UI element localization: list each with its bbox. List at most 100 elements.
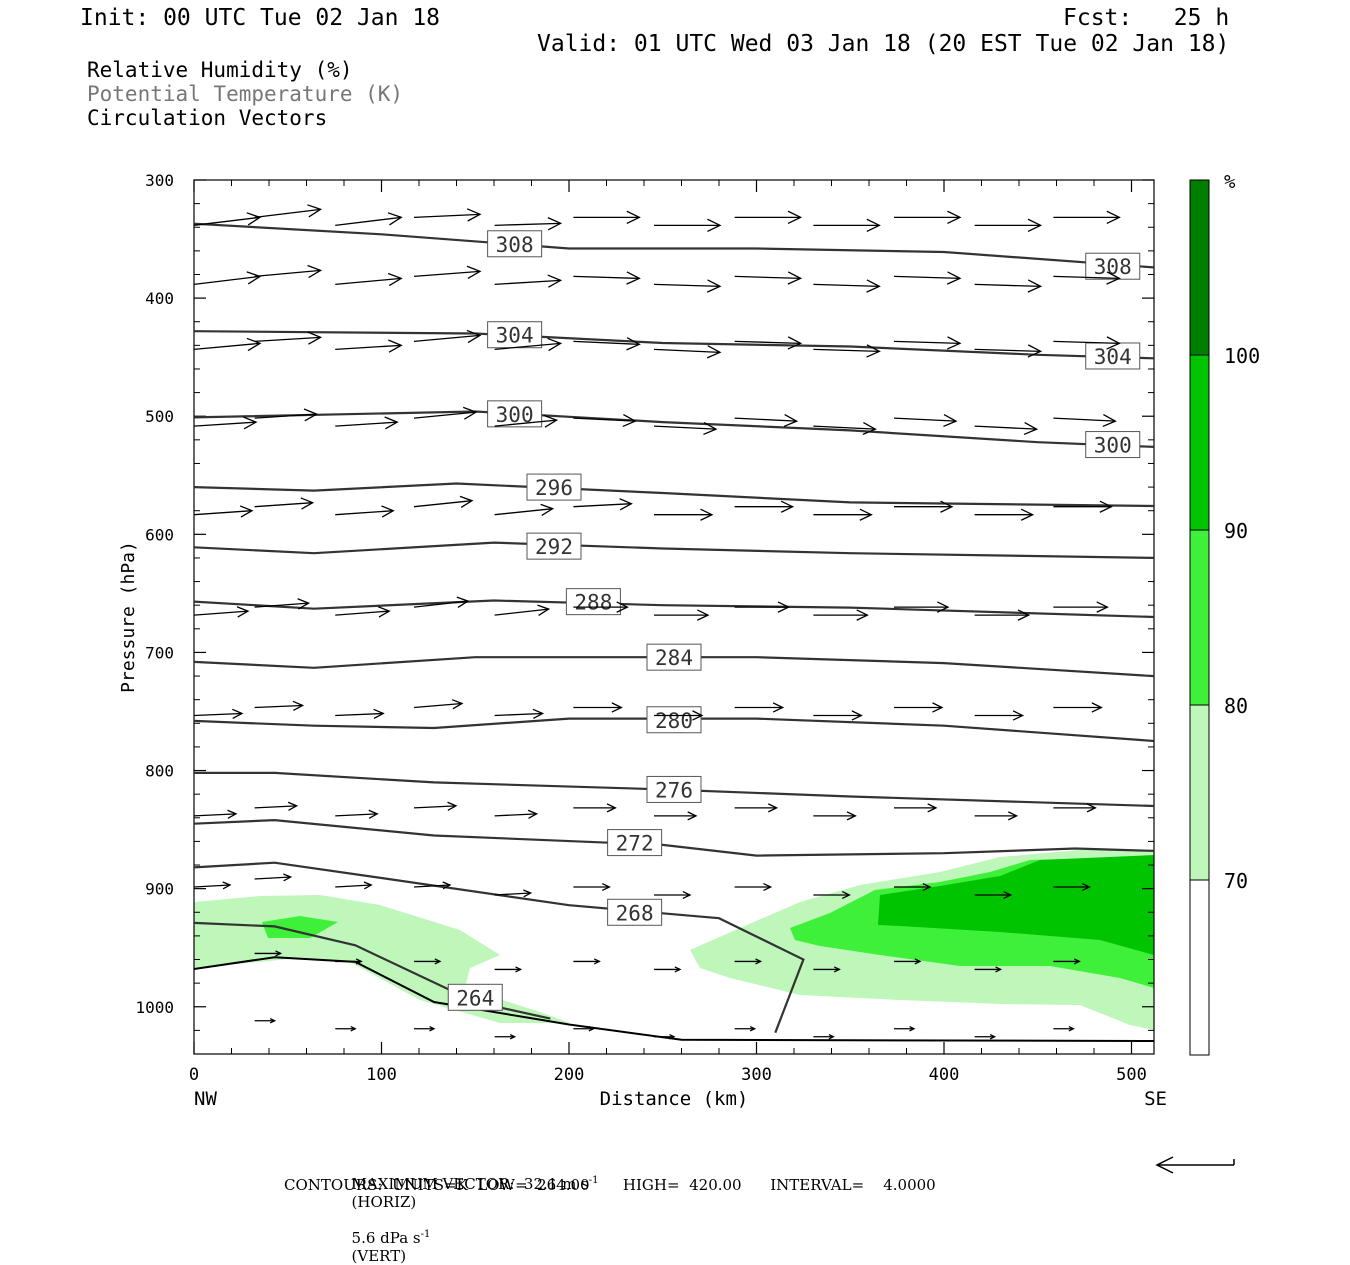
theta-contour-labels: 3083083043043003002962922882842802762722… <box>447 230 1141 1011</box>
circulation-vector-head <box>287 801 299 811</box>
valid-time: Valid: 01 UTC Wed 03 Jan 18 (20 EST Tue … <box>537 31 1230 57</box>
circulation-vector-head <box>937 601 950 613</box>
circulation-vector-head <box>851 710 863 721</box>
circulation-vector-head <box>307 204 323 218</box>
x-tick-label: 300 <box>741 1065 772 1085</box>
circulation-vector <box>494 608 549 616</box>
contour-label-box <box>646 706 702 734</box>
contour-label-284: 284 <box>655 646 693 670</box>
contour-label-box <box>447 983 503 1011</box>
contour-label-308: 308 <box>496 233 534 257</box>
circulation-vector <box>494 279 561 286</box>
circulation-vector <box>413 411 477 419</box>
circulation-vector-head <box>700 508 714 521</box>
circulation-vector-head <box>283 873 293 882</box>
circulation-vector-head <box>780 500 795 513</box>
circulation-vector-head <box>239 505 254 518</box>
circulation-vector-head <box>1012 710 1025 721</box>
circulation-vectors <box>194 204 1121 1040</box>
theta-contour-300 <box>194 410 1154 448</box>
circulation-vector <box>1053 340 1120 345</box>
circulation-vector-head <box>459 495 474 508</box>
circulation-vector-head <box>626 210 641 225</box>
circulation-vector-head <box>547 337 563 352</box>
circulation-vector <box>194 216 261 226</box>
circulation-vector-head <box>466 265 482 279</box>
circulation-vector-head <box>833 966 841 973</box>
circulation-vector-head <box>373 708 385 720</box>
circulation-vector-head <box>387 212 403 226</box>
circulation-vector-head <box>1017 609 1031 621</box>
colorbar-label-70: 70 <box>1224 869 1248 893</box>
circulation-vector-head <box>269 1017 277 1024</box>
footer-max-vector-vert: 5.6 dPa s <box>351 1229 421 1247</box>
circulation-vector-head <box>509 1033 517 1040</box>
circulation-vector <box>974 283 1041 288</box>
circulation-vector <box>335 510 394 516</box>
circulation-vector-head <box>1003 890 1013 900</box>
contour-label-box <box>607 829 663 857</box>
circulation-vector-head <box>292 700 305 712</box>
circulation-vector-head <box>697 609 710 621</box>
circulation-vector-head <box>787 210 803 225</box>
circulation-vector-head <box>706 345 722 359</box>
circulation-vector <box>893 417 957 422</box>
circulation-vector <box>194 610 249 616</box>
circulation-vector-head <box>1106 271 1121 285</box>
circulation-vector-head <box>995 966 1003 973</box>
circulation-vector-head <box>626 271 641 285</box>
contour-label-292: 292 <box>535 535 573 559</box>
circulation-vector-head <box>300 497 315 510</box>
theta-contour-284 <box>194 656 1154 678</box>
circulation-vector-head <box>1073 958 1081 965</box>
x-tick-label: 500 <box>1116 1065 1147 1085</box>
circulation-vector-head <box>703 422 718 436</box>
circulation-vector <box>254 413 317 419</box>
circulation-vector <box>194 884 231 888</box>
circulation-vector-head <box>1086 803 1097 813</box>
field-theta: Potential Temperature (K) <box>87 82 404 106</box>
circulation-vector <box>1053 417 1116 422</box>
y-tick-label: 500 <box>145 407 174 426</box>
y-tick-label: 700 <box>145 643 174 662</box>
circulation-vector-head <box>626 337 641 351</box>
circulation-vector-head <box>434 958 442 965</box>
circulation-vector-head <box>447 801 458 811</box>
circulation-vector-head <box>932 702 944 713</box>
circulation-vector-head <box>297 598 311 610</box>
circulation-vector-head <box>755 958 763 965</box>
circulation-vector <box>413 884 451 888</box>
circulation-vector-head <box>841 890 851 900</box>
circulation-vector-head <box>1099 500 1113 513</box>
circulation-vector-head <box>527 809 539 819</box>
circulation-vector-head <box>275 950 283 957</box>
y-tick-label: 300 <box>145 171 174 190</box>
circulation-vector-head <box>787 336 803 350</box>
circulation-vector <box>813 425 876 430</box>
circulation-vector-head <box>1027 218 1043 233</box>
init-time: Init: 00 UTC Tue 02 Jan 18 <box>80 5 441 31</box>
circulation-vector-head <box>532 708 545 720</box>
circulation-vector-head <box>669 1033 676 1040</box>
circulation-vector <box>194 712 243 717</box>
circulation-vector <box>573 340 640 346</box>
circulation-vector <box>335 712 384 717</box>
circulation-vector <box>813 348 880 353</box>
contour-label-box <box>487 230 543 258</box>
circulation-vector-head <box>692 710 704 721</box>
circulation-vector-head <box>466 208 482 222</box>
circulation-vector-head <box>947 210 962 225</box>
circulation-vector-head <box>1091 702 1103 713</box>
theta-contours <box>194 222 1154 1042</box>
circulation-vector <box>335 344 402 351</box>
circulation-vector <box>335 813 378 817</box>
circulation-vector-head <box>1023 422 1039 436</box>
colorbar-100 <box>1189 179 1210 356</box>
circulation-vector-head <box>236 606 250 618</box>
circulation-vector-head <box>866 279 881 293</box>
circulation-vector-head <box>946 271 962 285</box>
theta-contour-292 <box>194 541 1154 559</box>
circulation-vector-head <box>307 331 323 345</box>
circulation-vector-head <box>828 1033 835 1040</box>
circulation-vector-head <box>537 604 551 616</box>
